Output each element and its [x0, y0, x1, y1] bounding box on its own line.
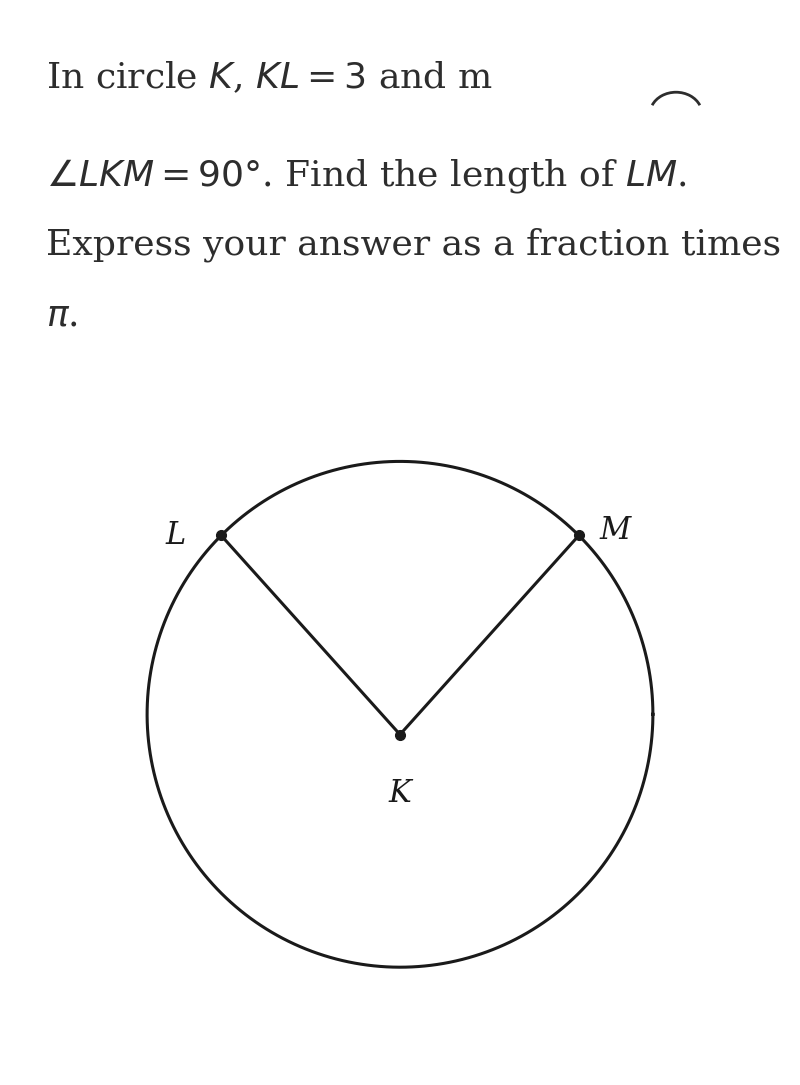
- Text: K: K: [389, 778, 411, 808]
- Text: L: L: [166, 520, 186, 551]
- Text: In circle $\mathit{K}$, $\mathit{KL}=3$ and m: In circle $\mathit{K}$, $\mathit{KL}=3$ …: [46, 60, 493, 95]
- Text: Express your answer as a fraction times: Express your answer as a fraction times: [46, 228, 782, 263]
- Text: $\pi$.: $\pi$.: [46, 298, 78, 332]
- Text: $\angle\mathit{LKM}=90°$. Find the length of $\mathit{LM}$.: $\angle\mathit{LKM}=90°$. Find the lengt…: [46, 157, 687, 195]
- Text: M: M: [599, 515, 630, 546]
